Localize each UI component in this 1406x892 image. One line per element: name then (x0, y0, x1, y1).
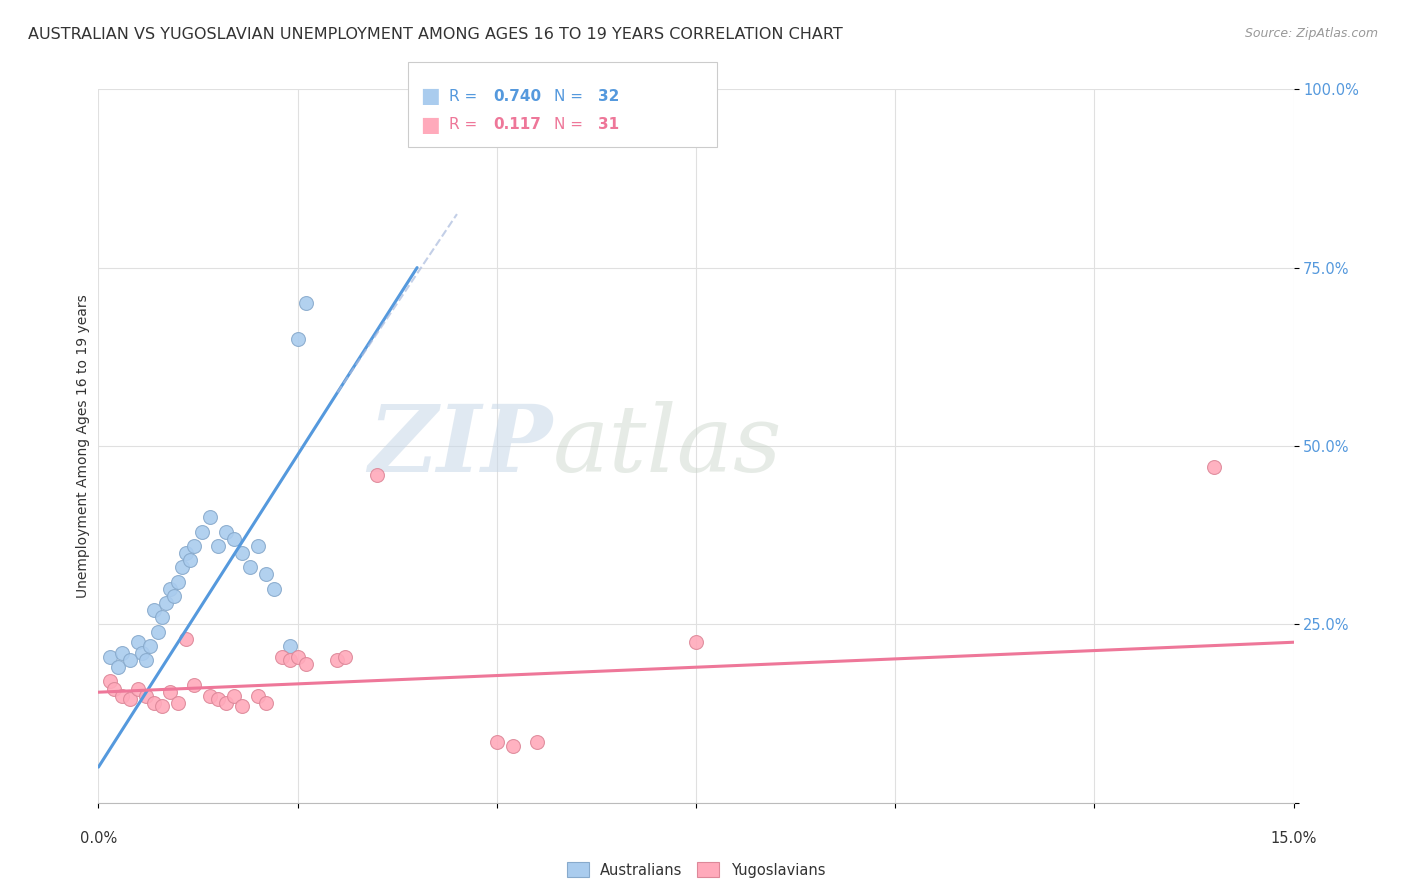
Text: Source: ZipAtlas.com: Source: ZipAtlas.com (1244, 27, 1378, 40)
Point (222, 532, 245, 546)
Text: 0.740: 0.740 (494, 89, 541, 103)
Point (111, 646, 134, 660)
Point (215, 696, 238, 710)
Point (326, 653, 349, 667)
Point (502, 739, 524, 753)
Point (222, 689, 245, 703)
Point (103, 681, 125, 696)
Point (207, 539, 229, 553)
Point (163, 589, 186, 603)
Point (215, 524, 238, 539)
Point (111, 689, 134, 703)
Point (131, 646, 153, 660)
Y-axis label: Unemployment Among Ages 16 to 19 years: Unemployment Among Ages 16 to 19 years (76, 294, 90, 598)
Point (143, 603, 166, 617)
Point (183, 678, 205, 692)
Point (278, 653, 301, 667)
Point (198, 689, 221, 703)
Point (150, 699, 173, 714)
Text: ■: ■ (420, 115, 440, 135)
Point (198, 510, 221, 524)
Point (127, 681, 149, 696)
Text: R =: R = (449, 89, 482, 103)
Point (120, 692, 142, 706)
Point (98, 674, 122, 689)
Point (148, 624, 170, 639)
Point (179, 553, 201, 567)
Point (120, 653, 142, 667)
Text: N =: N = (554, 118, 588, 132)
Point (526, 735, 548, 749)
Point (183, 539, 205, 553)
Point (239, 560, 262, 574)
Text: R =: R = (449, 118, 486, 132)
Text: ■: ■ (420, 87, 440, 106)
Point (135, 653, 157, 667)
Legend: Australians, Yugoslavians: Australians, Yugoslavians (567, 863, 825, 878)
Point (167, 574, 190, 589)
Point (98, 649, 122, 664)
Point (135, 689, 157, 703)
Text: ZIP: ZIP (368, 401, 553, 491)
Text: 15.0%: 15.0% (1271, 831, 1316, 846)
Point (294, 296, 316, 310)
Point (485, 735, 508, 749)
Text: 0.0%: 0.0% (80, 831, 117, 846)
Point (174, 632, 197, 646)
Text: 0.117: 0.117 (494, 118, 541, 132)
Text: 31: 31 (598, 118, 619, 132)
Point (254, 567, 277, 582)
Point (174, 546, 197, 560)
Point (366, 467, 388, 482)
Point (107, 660, 129, 674)
Point (139, 639, 162, 653)
Point (278, 639, 301, 653)
Point (231, 546, 253, 560)
Point (685, 635, 707, 649)
Point (263, 582, 285, 596)
Text: AUSTRALIAN VS YUGOSLAVIAN UNEMPLOYMENT AMONG AGES 16 TO 19 YEARS CORRELATION CHA: AUSTRALIAN VS YUGOSLAVIAN UNEMPLOYMENT A… (28, 27, 842, 42)
Point (287, 332, 309, 346)
Point (254, 696, 277, 710)
Point (159, 582, 181, 596)
Point (270, 649, 292, 664)
Point (246, 539, 269, 553)
Point (335, 649, 357, 664)
Text: atlas: atlas (553, 401, 782, 491)
Point (294, 657, 316, 671)
Point (143, 696, 166, 710)
Point (172, 560, 194, 574)
Point (150, 610, 173, 624)
Text: N =: N = (554, 89, 588, 103)
Point (191, 524, 214, 539)
Point (207, 692, 229, 706)
Point (167, 696, 190, 710)
Point (155, 596, 177, 610)
Point (246, 689, 269, 703)
Text: 32: 32 (598, 89, 619, 103)
Point (287, 649, 309, 664)
Point (1202, 460, 1225, 475)
Point (231, 699, 253, 714)
Point (159, 685, 181, 699)
Point (127, 635, 149, 649)
